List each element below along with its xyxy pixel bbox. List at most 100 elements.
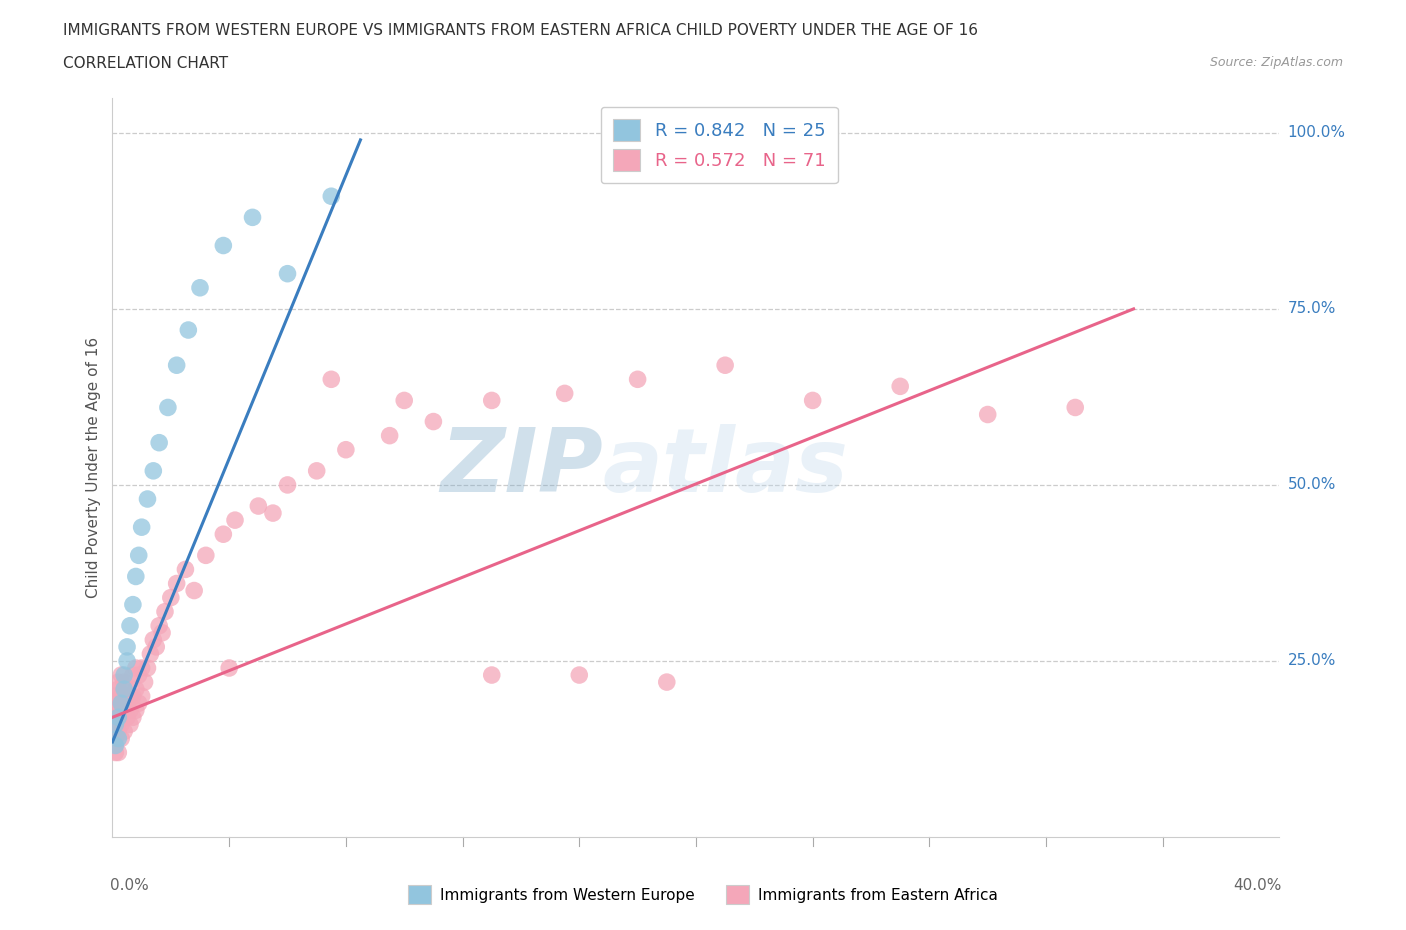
Point (118, 717, 141, 732)
Point (160, 591, 183, 605)
Point (110, 696, 132, 711)
Point (554, 386, 576, 401)
Point (1064, 400, 1087, 415)
Point (122, 710, 145, 724)
Text: ZIP: ZIP (440, 424, 603, 511)
Point (125, 569, 148, 584)
Point (714, 358, 737, 373)
Point (247, 498, 270, 513)
Point (156, 400, 179, 415)
Point (110, 717, 132, 732)
Point (107, 682, 129, 697)
Text: Source: ZipAtlas.com: Source: ZipAtlas.com (1209, 56, 1343, 69)
Point (125, 660, 148, 675)
Point (627, 372, 650, 387)
Point (131, 520, 153, 535)
Text: 25.0%: 25.0% (1288, 654, 1336, 669)
Point (394, 393, 416, 408)
Point (104, 689, 127, 704)
Point (110, 668, 132, 683)
Point (321, 372, 343, 387)
Point (150, 625, 173, 640)
Point (128, 548, 150, 563)
Point (378, 428, 401, 443)
Point (128, 668, 150, 683)
Point (481, 393, 503, 408)
Point (104, 738, 127, 753)
Point (145, 640, 167, 655)
Point (112, 674, 135, 689)
Point (335, 443, 357, 458)
Point (976, 407, 998, 422)
Point (107, 674, 129, 689)
Point (112, 668, 135, 683)
Point (131, 660, 153, 675)
Point (568, 668, 591, 683)
Point (110, 703, 132, 718)
Point (115, 654, 138, 669)
Point (321, 189, 343, 204)
Point (422, 414, 444, 429)
Point (218, 660, 240, 675)
Point (194, 548, 217, 563)
Point (142, 463, 165, 478)
Point (107, 696, 129, 711)
Text: IMMIGRANTS FROM WESTERN EUROPE VS IMMIGRANTS FROM EASTERN AFRICA CHILD POVERTY U: IMMIGRANTS FROM WESTERN EUROPE VS IMMIGR… (63, 23, 979, 38)
Point (242, 210, 264, 225)
Point (128, 696, 150, 711)
Point (110, 731, 132, 746)
Point (115, 710, 138, 724)
Point (104, 717, 127, 732)
Point (115, 696, 138, 711)
Point (125, 703, 148, 718)
Point (166, 358, 188, 373)
Point (112, 682, 135, 697)
Point (115, 640, 138, 655)
Point (115, 682, 138, 697)
Point (212, 526, 235, 541)
Point (110, 689, 132, 704)
Point (118, 618, 141, 633)
Point (166, 576, 188, 591)
Legend: Immigrants from Western Europe, Immigrants from Eastern Africa: Immigrants from Western Europe, Immigran… (399, 876, 1007, 913)
Point (148, 618, 170, 633)
Point (212, 238, 235, 253)
Point (118, 703, 141, 718)
Point (104, 745, 127, 760)
Text: 40.0%: 40.0% (1233, 878, 1282, 893)
Point (262, 506, 284, 521)
Point (136, 492, 159, 507)
Point (481, 668, 503, 683)
Point (107, 731, 129, 746)
Point (188, 280, 211, 295)
Point (122, 668, 145, 683)
Y-axis label: Child Poverty Under the Age of 16: Child Poverty Under the Age of 16 (86, 337, 101, 598)
Point (122, 689, 145, 704)
Point (104, 731, 127, 746)
Point (134, 674, 156, 689)
Point (655, 674, 678, 689)
Text: 50.0%: 50.0% (1288, 477, 1336, 492)
Point (174, 562, 197, 577)
Point (104, 703, 127, 718)
Point (183, 583, 205, 598)
Point (153, 604, 176, 619)
Point (122, 597, 145, 612)
Point (107, 710, 129, 724)
Text: CORRELATION CHART: CORRELATION CHART (63, 56, 228, 71)
Point (177, 323, 200, 338)
Point (131, 689, 153, 704)
Point (224, 512, 246, 527)
Point (276, 266, 298, 281)
Point (276, 477, 298, 492)
Point (889, 379, 911, 393)
Point (104, 717, 127, 732)
Legend: R = 0.842   N = 25, R = 0.572   N = 71: R = 0.842 N = 25, R = 0.572 N = 71 (600, 107, 838, 183)
Text: atlas: atlas (603, 424, 848, 511)
Point (139, 646, 162, 661)
Point (118, 689, 141, 704)
Point (112, 724, 135, 738)
Point (107, 745, 129, 760)
Point (112, 703, 135, 718)
Text: 75.0%: 75.0% (1288, 301, 1336, 316)
